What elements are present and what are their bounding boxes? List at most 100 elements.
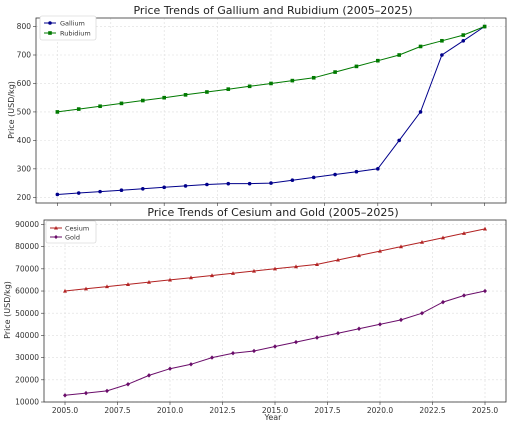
data-point-gold [315, 335, 319, 340]
data-point-cesium [315, 262, 319, 266]
ticks: 10000 20000 30000 40000 50000 60000 70000 80000… [15, 220, 498, 415]
data-point-cesium [84, 286, 88, 291]
x-tick-label: 2020.0 [367, 406, 393, 415]
data-point-gallium [376, 167, 380, 171]
data-point-gallium [141, 186, 145, 191]
y-tick-label: 90000 [15, 220, 39, 229]
data-point-gallium [333, 172, 337, 177]
y-tick-label: 50000 [15, 309, 39, 318]
data-point-rubidium [205, 90, 209, 94]
data-point-cesium [336, 257, 340, 262]
data-point-rubidium [354, 64, 359, 69]
data-point-gallium [119, 188, 124, 192]
data-point-gold [273, 344, 277, 349]
x-tick-label: 2017.5 [314, 406, 340, 415]
legend-label-cesium: Cesium [65, 225, 89, 233]
y-tick-label: 300 [17, 164, 32, 173]
y-tick-label: 200 [17, 193, 32, 202]
data-point-rubidium [141, 98, 145, 103]
data-point-gold [294, 339, 298, 345]
legend-marker-cesium [54, 226, 58, 230]
data-point-gallium [290, 178, 295, 183]
x-tick-label: 2015.0 [262, 406, 288, 415]
data-point-rubidium [162, 95, 166, 100]
data-point-gallium [418, 110, 423, 114]
data-point-gold [84, 390, 88, 396]
data-point-gold [231, 350, 235, 356]
data-point-cesium [441, 235, 445, 240]
data-point-gold [441, 299, 445, 305]
data-point-rubidium [311, 75, 316, 80]
legend-box [39, 15, 97, 41]
data-point-gallium [205, 182, 209, 187]
data-point-cesium [357, 253, 361, 258]
data-point-gallium [311, 175, 316, 180]
data-point-gold [189, 362, 193, 367]
grid [36, 18, 506, 203]
chart-cesium-gold: Price Trends of Cesium and Gold (2005–20… [3, 206, 507, 422]
data-point-cesium [273, 266, 277, 271]
data-point-rubidium [247, 84, 252, 89]
x-tick-label: 2012.5 [209, 406, 235, 415]
data-point-cesium [168, 277, 172, 282]
plot-area [35, 17, 507, 204]
data-point-gold [462, 293, 466, 298]
data-point-gold [420, 311, 424, 316]
x-tick-label: 2022.5 [419, 406, 445, 415]
data-point-gallium [397, 138, 401, 143]
data-point-rubidium [418, 44, 423, 49]
data-point-cesium [294, 264, 298, 269]
chart-gallium-rubidium: Price Trends of Gallium and Rubidium (20… [7, 4, 507, 206]
data-point-gold [252, 348, 256, 354]
data-point-rubidium [397, 53, 401, 57]
legend-marker-gallium [48, 21, 52, 25]
data-point-gold [210, 355, 214, 360]
data-point-rubidium [269, 81, 273, 86]
data-point-cesium [126, 282, 130, 286]
chart-title: Price Trends of Gallium and Rubidium (20… [133, 4, 412, 17]
y-tick-label: 70000 [15, 264, 39, 273]
y-tick-label: 600 [17, 79, 32, 88]
data-point-gold [399, 317, 403, 323]
y-tick-label: 60000 [15, 287, 39, 296]
x-tick-label: 2005.0 [52, 406, 78, 415]
plot-area [43, 219, 507, 403]
data-point-cesium [399, 244, 403, 249]
data-point-rubidium [55, 110, 60, 114]
legend-label-gallium: Gallium [60, 20, 85, 28]
data-point-rubidium [333, 70, 337, 74]
y-tick-label: 30000 [15, 353, 39, 362]
data-point-gold [483, 288, 487, 294]
legend: Gallium Rubidium [39, 15, 97, 41]
data-point-gold [378, 322, 382, 327]
y-axis-title: Price (USD/kg) [7, 81, 16, 139]
data-point-gallium [354, 169, 359, 174]
data-point-cesium [63, 288, 67, 293]
series-group [55, 24, 487, 197]
legend-label-gold: Gold [65, 234, 80, 242]
data-point-gallium [269, 181, 273, 185]
legend-item: Gold [50, 234, 80, 242]
y-tick-label: 80000 [15, 242, 39, 251]
data-point-rubidium [290, 78, 295, 83]
data-point-gallium [162, 185, 166, 190]
data-point-rubidium [376, 58, 380, 63]
data-point-rubidium [226, 87, 231, 91]
y-tick-label: 40000 [15, 331, 39, 340]
data-point-gold [126, 382, 130, 387]
data-point-gold [63, 393, 67, 398]
legend-item: Cesium [50, 225, 89, 233]
y-axis-title: Price (USD/kg) [3, 281, 12, 339]
data-point-rubidium [461, 33, 466, 37]
data-point-cesium [105, 284, 109, 289]
series-group [63, 226, 487, 398]
ticks: 200 300 400 500 600 700 800 [17, 22, 485, 206]
data-point-gold [357, 326, 361, 331]
data-point-gold [336, 330, 340, 336]
legend-marker-rubidium [48, 31, 52, 35]
x-tick-label: 2007.5 [104, 406, 130, 415]
data-point-gold [147, 373, 151, 378]
data-point-cesium [231, 271, 235, 275]
data-point-gallium [461, 38, 466, 43]
